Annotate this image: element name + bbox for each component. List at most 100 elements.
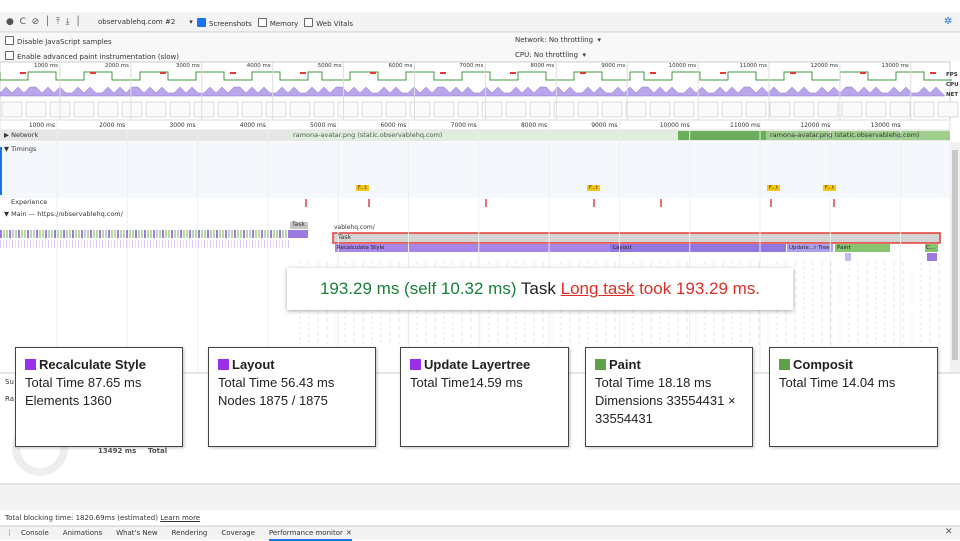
flame-stripe xyxy=(156,230,158,238)
flame-stripe xyxy=(90,240,91,248)
flame-stripe xyxy=(255,240,256,248)
flame-stripe xyxy=(174,240,175,248)
flame-stripe xyxy=(150,230,152,238)
layout-shift xyxy=(368,199,370,207)
screenshot-thumb xyxy=(625,101,647,118)
flame-stripe xyxy=(186,230,188,238)
layout-shift xyxy=(305,199,307,207)
flame-stripe xyxy=(72,240,73,248)
flame-stripe xyxy=(261,240,262,248)
drawer-tab[interactable]: Coverage xyxy=(221,529,255,537)
scrollbar-thumb xyxy=(952,150,958,360)
checkbox[interactable]: Web Vitals xyxy=(304,18,353,28)
screenshot-thumb xyxy=(529,101,551,118)
drawer-tab[interactable]: Performance monitor ✕ xyxy=(268,529,352,541)
setting[interactable]: Enable advanced paint instrumentation (s… xyxy=(5,51,179,61)
timing-marker: F...t xyxy=(823,185,836,191)
card-title: Update Layertree xyxy=(410,356,559,374)
flame-stripe xyxy=(39,230,41,238)
long-task-link[interactable]: Long task xyxy=(560,279,635,298)
paint-bar xyxy=(835,244,890,252)
overview-tick-label: 3000 ms xyxy=(175,63,200,69)
flame-stripe xyxy=(210,240,211,248)
drawer-menu[interactable]: ⋮ xyxy=(6,529,13,537)
flame-stripe xyxy=(0,240,1,248)
timings-label[interactable]: ▼ Timings xyxy=(4,145,37,153)
target-select[interactable]: observablehq.com #2 ▾ xyxy=(98,18,193,26)
overview-tick-label: 11000 ms xyxy=(739,63,767,69)
flame-stripe xyxy=(24,240,25,248)
red-marker xyxy=(860,72,866,74)
event-label: Recalculate Style xyxy=(337,245,385,251)
event-label: Layout xyxy=(613,245,632,251)
flame-stripe xyxy=(147,230,149,238)
flame-stripe xyxy=(66,240,67,248)
checkbox[interactable]: Memory xyxy=(257,18,298,28)
red-marker xyxy=(230,72,236,74)
setting[interactable]: Disable JavaScript samples xyxy=(5,36,112,46)
flame-stripe xyxy=(243,240,244,248)
flame-stripe xyxy=(207,230,209,238)
learn-more-link[interactable]: Learn more xyxy=(160,514,201,522)
screenshot-thumb xyxy=(193,101,215,118)
cpu-area xyxy=(0,86,946,97)
tooltip: 193.29 ms (self 10.32 ms) Task Long task… xyxy=(287,268,793,310)
lane-label: CPU xyxy=(946,82,959,88)
red-marker xyxy=(300,72,306,74)
flame-stripe xyxy=(267,240,268,248)
network-track-label[interactable]: ▶ Network xyxy=(4,131,39,139)
flame-stripe xyxy=(225,230,227,238)
flame-stripe xyxy=(42,230,44,238)
blocking-time: Total blocking time: 1820.69ms (estimate… xyxy=(5,514,200,522)
flame-stripe xyxy=(51,230,53,238)
flame-stripe xyxy=(207,240,208,248)
drawer-tab[interactable]: Animations xyxy=(63,529,102,537)
drawer-tab[interactable]: What's New xyxy=(116,529,157,537)
drawer-close[interactable]: ✕ xyxy=(945,527,953,537)
checkbox-box xyxy=(197,18,206,27)
checkbox-label: Screenshots xyxy=(209,20,252,28)
settings-gear[interactable]: ✲ xyxy=(944,16,953,27)
checkbox[interactable]: Screenshots xyxy=(197,18,252,28)
main-label[interactable]: ▼ Main — https://observablehq.com/ xyxy=(4,210,123,218)
event-card: Recalculate Style Total Time 87.65 ms Elem… xyxy=(15,347,183,447)
flame-stripe xyxy=(222,230,224,238)
flame-stripe xyxy=(27,230,29,238)
card-title-text: Paint xyxy=(609,357,641,372)
flame-stripe xyxy=(177,230,179,238)
timing-marker: F...t xyxy=(587,185,600,191)
cpu-throttle[interactable]: CPU: No throttling ▾ xyxy=(515,51,586,59)
toolbar-icons: ● C ⊘ │ ⤒ ⤓ │ xyxy=(6,17,81,27)
drawer-tab[interactable]: Console xyxy=(21,529,49,537)
tooltip-warning: took 193.29 ms. xyxy=(639,279,761,298)
drawer-tab[interactable]: Rendering xyxy=(172,529,208,537)
flame-stripe xyxy=(69,240,70,248)
flame-stripe xyxy=(144,240,145,248)
flame-stripe xyxy=(285,230,287,238)
flame-stripe xyxy=(231,240,232,248)
ruler-tick-label: 12000 ms xyxy=(800,122,831,129)
event-label: Update...r Tree xyxy=(789,245,830,251)
network-throttle[interactable]: Network: No throttling ▾ xyxy=(515,36,601,44)
flame-stripe xyxy=(72,230,74,238)
screenshot-thumb xyxy=(1,101,23,118)
red-marker xyxy=(790,72,796,74)
flame-stripe xyxy=(276,240,277,248)
flame-stripe xyxy=(234,240,235,248)
flame-stripe xyxy=(243,230,245,238)
flame-stripe xyxy=(159,230,161,238)
flame-stripe xyxy=(21,240,22,248)
flame-stripe xyxy=(87,240,88,248)
flame-stripe xyxy=(36,240,37,248)
flame-stripe xyxy=(93,230,95,238)
toolbar-checkboxes: Screenshots Memory Web Vitals xyxy=(197,18,359,28)
flame-stripe xyxy=(138,240,139,248)
screenshot-thumb xyxy=(409,101,431,118)
flame-stripe xyxy=(42,240,43,248)
network-bar xyxy=(766,131,950,140)
flame-stripe xyxy=(60,240,61,248)
flame-stripe xyxy=(240,240,241,248)
layout-shift xyxy=(770,199,772,207)
summary-tab[interactable]: Su xyxy=(5,378,14,386)
ruler-tick-label: 9000 ms xyxy=(591,122,618,129)
